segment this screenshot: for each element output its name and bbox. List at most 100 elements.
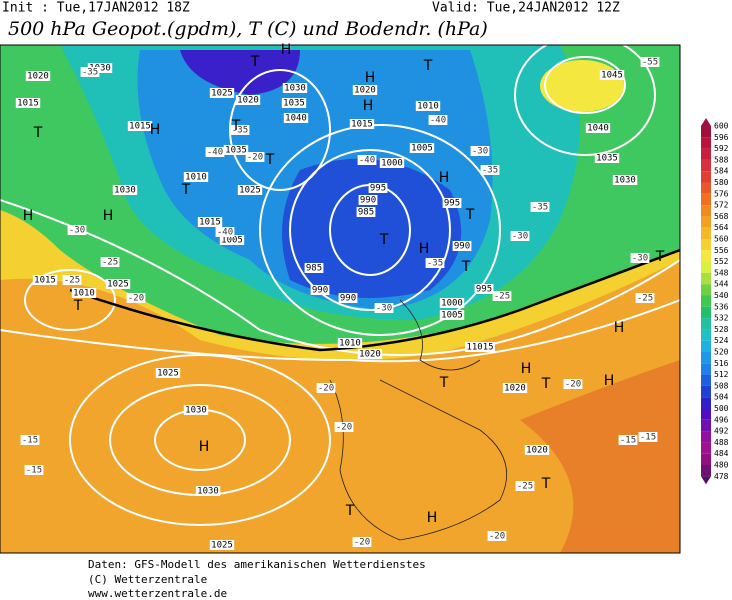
isobar-label: 1000 <box>441 299 463 309</box>
colorbar-segment <box>701 239 711 251</box>
colorbar-tick-label: 524 <box>714 336 729 345</box>
pressure-center: T <box>655 249 665 265</box>
colorbar-tick-label: 572 <box>714 201 729 210</box>
temperature-label-bg <box>20 435 40 445</box>
isobar-label-bg <box>183 172 209 182</box>
temperature-label: -25 <box>102 258 118 268</box>
colorbar-tick-label: 492 <box>714 427 729 436</box>
colorbar-segment <box>701 465 711 477</box>
colorbar-segment <box>701 261 711 273</box>
colorbar-tick-label: 488 <box>714 438 729 447</box>
map-frame <box>0 44 681 554</box>
pressure-center: H <box>199 439 210 455</box>
temperature-label-bg <box>374 303 394 313</box>
isobar-label-bg <box>105 279 131 289</box>
colorbar-tick-label: 516 <box>714 359 729 368</box>
temperature-label: -30 <box>472 147 488 157</box>
pressure-center: H <box>281 42 292 58</box>
temperature-label: -25 <box>494 292 510 302</box>
isobar-label: 1020 <box>359 350 381 360</box>
field-blue <box>282 158 462 298</box>
colorbar-top-cap <box>701 118 711 126</box>
isobar-label-bg <box>452 241 472 251</box>
temperature-label: -40 <box>359 156 375 166</box>
colorbar-segment <box>701 408 711 420</box>
isobar-label-bg <box>409 143 435 153</box>
isobar-label-bg <box>223 145 249 155</box>
temperature-label-bg <box>230 125 250 135</box>
temperature-label: -20 <box>128 294 144 304</box>
footer-source: Daten: GFS-Modell des amerikanischen Wet… <box>88 558 426 571</box>
pressure-center: T <box>73 298 83 314</box>
colorbar-tick-label: 536 <box>714 302 729 311</box>
temperature-label: -35 <box>482 166 498 176</box>
isobar-label-bg <box>112 185 138 195</box>
temperature-label: -20 <box>565 380 581 390</box>
isobar-label-bg <box>87 63 113 73</box>
colorbar-tick-label: 600 <box>714 122 729 131</box>
isobar-label: 1020 <box>27 72 49 82</box>
colorbar-segment <box>701 340 711 352</box>
isobar-label: 985 <box>306 264 322 274</box>
temperature-label-bg <box>563 379 583 389</box>
temperature-label-bg <box>100 257 120 267</box>
colorbar-segment <box>701 284 711 296</box>
temperature-label: -40 <box>430 116 446 126</box>
isobar-label-bg <box>357 349 383 359</box>
isobar-label: 1010 <box>417 102 439 112</box>
temperature-label: -30 <box>632 254 648 264</box>
map-field <box>0 45 680 553</box>
isobars <box>0 45 680 526</box>
isobar-label-bg <box>71 288 97 298</box>
temperature-label: -35 <box>232 126 248 136</box>
temperature-label-bg <box>515 481 535 491</box>
temperature-label: -40 <box>217 228 233 238</box>
isobar-label: 1030 <box>114 186 136 196</box>
isobar-label: 1030 <box>185 406 207 416</box>
colorbar-tick-label: 596 <box>714 133 729 142</box>
colorbar-tick-label: 560 <box>714 235 729 244</box>
colorbar-tick-label: 504 <box>714 393 729 402</box>
pressure-center: H <box>23 208 34 224</box>
temperature-label: -20 <box>489 532 505 542</box>
pressure-center: T <box>265 152 275 168</box>
colorbar-segment <box>701 385 711 398</box>
pressure-center: T <box>541 376 551 392</box>
isobar-label: 1025 <box>107 280 129 290</box>
isobar-label-bg <box>195 486 221 496</box>
temperature-label-bg <box>640 57 660 67</box>
colorbar-tick-label: 544 <box>714 280 729 289</box>
temperature-label-bg <box>126 293 146 303</box>
isobar-label-bg <box>219 235 245 245</box>
isobar-label-bg <box>439 310 465 320</box>
colorbar-tick-label: 548 <box>714 268 729 277</box>
isobar-label: 1005 <box>441 311 463 321</box>
temperature-label: -15 <box>620 436 636 446</box>
isobar-label: 1015 <box>351 120 373 130</box>
temperature-label: -25 <box>637 294 653 304</box>
isobar-label: 990 <box>360 196 376 206</box>
colorbar-tick-label: 556 <box>714 246 729 255</box>
temperature-label: -25 <box>64 276 80 286</box>
isobar-label: 1040 <box>285 114 307 124</box>
colorbar-tick-label: 484 <box>714 449 729 458</box>
pressure-center: H <box>604 373 615 389</box>
isobar-label: 1020 <box>237 96 259 106</box>
isobar-label-bg <box>237 185 263 195</box>
footer-url: www.wetterzentrale.de <box>88 587 227 600</box>
isobar-label-bg <box>442 198 462 208</box>
isobar-label: 1005 <box>221 236 243 246</box>
isobar-label: 1030 <box>89 64 111 74</box>
isobar-label: 990 <box>340 294 356 304</box>
pressure-center: T <box>541 476 551 492</box>
isobar-label-bg <box>356 207 376 217</box>
isobar-label: 1000 <box>381 159 403 169</box>
isobar-label-bg <box>183 405 209 415</box>
colorbar-segment <box>701 318 711 330</box>
isobar-label-bg <box>281 98 307 108</box>
pressure-center: T <box>379 232 389 248</box>
temperature-label-bg <box>62 275 82 285</box>
valid-time: Valid: Tue,24JAN2012 12Z <box>432 1 620 16</box>
isobar-label: 1030 <box>284 84 306 94</box>
colorbar-tick-label: 520 <box>714 348 729 357</box>
